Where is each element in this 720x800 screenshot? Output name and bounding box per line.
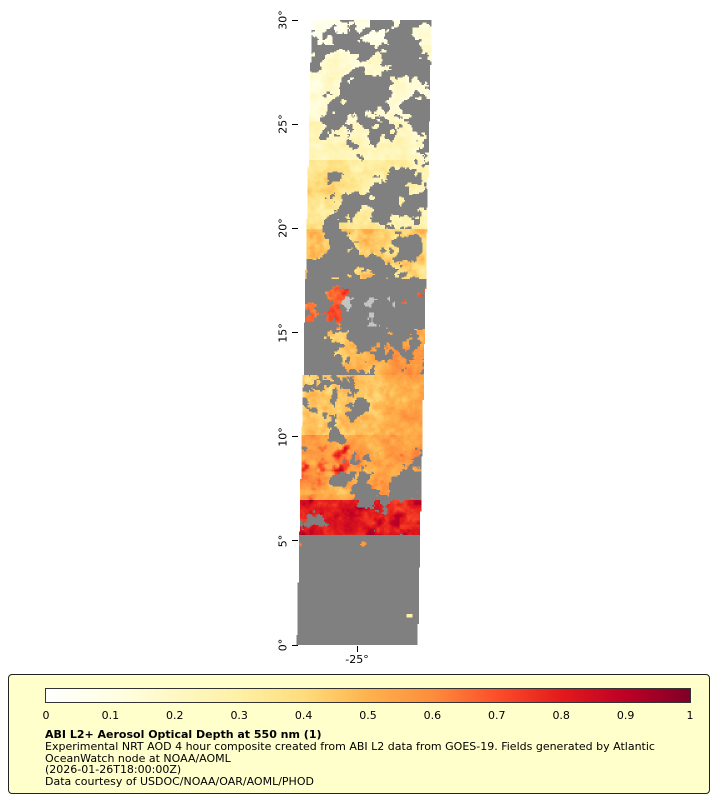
- colorbar: [45, 688, 691, 703]
- colorbar-tick-label: 0.1: [101, 709, 120, 722]
- latitude-tick-mark: [292, 332, 298, 333]
- legend-panel: 0 0.1 0.2 0.3 0.4 0.5 0.6 0.7 0.8 0.9 1 ABI L2+ Ae…: [8, 674, 710, 794]
- longitude-tick-mark: [357, 646, 358, 652]
- legend-description-line2: OceanWatch node at NOAA/AOML: [45, 751, 231, 765]
- legend-credit: Data courtesy of USDOC/NOAA/OAR/AOML/PHO…: [45, 775, 314, 789]
- map-area: 30° 25° 20° 15° 10° 5° 0° -25°: [276, 10, 435, 666]
- colorbar-tick-label: 0.6: [423, 709, 442, 722]
- colorbar-tick-label: 0.7: [488, 709, 506, 722]
- colorbar-tick-label: 0.8: [552, 709, 570, 722]
- latitude-tick-label: 10°: [276, 426, 290, 447]
- latitude-tick-label: 0°: [276, 638, 290, 652]
- aod-map-canvas: [290, 20, 435, 645]
- legend-timestamp: (2026-01-26T18:00:00Z): [45, 763, 182, 777]
- legend-description-line1: Experimental NRT AOD 4 hour composite cr…: [45, 739, 655, 753]
- colorbar-tick-label: 0.5: [359, 709, 377, 722]
- colorbar-tick-label: 0.9: [616, 709, 635, 722]
- latitude-tick-mark: [292, 540, 298, 542]
- colorbar-tick-label: 0.4: [294, 709, 313, 722]
- latitude-tick-mark: [292, 19, 298, 21]
- legend-title: ABI L2+ Aerosol Optical Depth at 550 nm …: [45, 728, 322, 741]
- latitude-tick-label: 25°: [276, 114, 290, 134]
- colorbar-tick-label: 0.2: [166, 709, 184, 722]
- colorbar-tick-label: 0.3: [230, 709, 248, 722]
- latitude-tick-mark: [292, 227, 298, 229]
- latitude-tick-mark: [292, 436, 298, 438]
- latitude-tick-mark: [292, 123, 298, 125]
- colorbar-tick-label: 1: [686, 709, 694, 722]
- colorbar-tick-label: 0: [42, 709, 50, 722]
- legend-text: ABI L2+ Aerosol Optical Depth at 550 nm …: [45, 729, 655, 788]
- latitude-tick-label: 5°: [276, 534, 290, 548]
- longitude-tick-label: -25°: [345, 653, 369, 666]
- latitude-tick-label: 20°: [276, 218, 290, 239]
- latitude-tick-label: 30°: [276, 10, 290, 30]
- latitude-tick-mark: [292, 644, 298, 646]
- latitude-tick-label: 15°: [276, 322, 290, 343]
